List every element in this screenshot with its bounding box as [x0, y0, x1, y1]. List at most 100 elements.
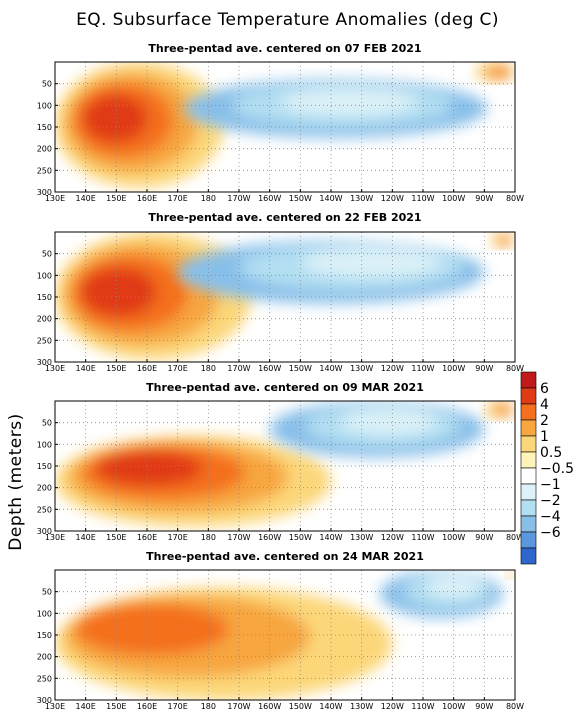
- x-tick-label: 140W: [319, 533, 342, 542]
- colorbar-label: 2: [540, 413, 549, 429]
- x-tick-label: 150W: [289, 533, 312, 542]
- colorbar-label: −0.5: [540, 461, 574, 477]
- panel-2: Three-pentad ave. centered on 22 FEB 202…: [37, 211, 524, 373]
- colorbar-swatch: [520, 435, 537, 453]
- x-tick-label: 160E: [137, 533, 157, 542]
- x-tick-label: 170E: [168, 364, 188, 373]
- x-tick-label: 160W: [258, 194, 281, 203]
- warm-anomaly-region: [505, 570, 515, 579]
- contour-band: [96, 450, 203, 486]
- x-tick-label: 130W: [350, 533, 373, 542]
- y-tick-label: 200: [37, 653, 52, 662]
- panel-1: Three-pentad ave. centered on 07 FEB 202…: [37, 42, 524, 203]
- contour-band: [80, 267, 157, 317]
- x-tick-label: 160W: [258, 364, 281, 373]
- contour-band: [491, 68, 510, 77]
- x-tick-label: 110W: [411, 533, 434, 542]
- x-tick-label: 90W: [475, 194, 493, 203]
- colorbar-swatch: [520, 371, 537, 389]
- x-tick-label: 90W: [475, 364, 493, 373]
- colorbar-label: −1: [540, 477, 561, 493]
- x-tick-label: 80W: [506, 533, 524, 542]
- panel-4: Three-pentad ave. centered on 24 MAR 202…: [37, 550, 524, 711]
- y-tick-label: 100: [37, 101, 52, 110]
- panel-3: Three-pentad ave. centered on 09 MAR 202…: [37, 381, 524, 542]
- colorbar-swatch: [520, 483, 537, 501]
- x-tick-label: 130E: [45, 533, 65, 542]
- contour-band: [82, 94, 148, 143]
- y-tick-label: 150: [37, 631, 52, 640]
- colorbar-label: 0.5: [540, 445, 562, 461]
- grid: [55, 570, 515, 700]
- colorbar-swatch: [520, 499, 537, 517]
- x-tick-label: 140W: [319, 194, 342, 203]
- x-tick-label: 160E: [137, 194, 157, 203]
- anomaly-field: [55, 232, 515, 362]
- x-tick-label: 140E: [76, 364, 96, 373]
- y-tick-label: 300: [37, 527, 52, 536]
- y-tick-label: 100: [37, 271, 52, 280]
- colorbar-swatch: [520, 531, 537, 549]
- x-tick-label: 160E: [137, 364, 157, 373]
- x-tick-label: 90W: [475, 702, 493, 711]
- x-tick-label: 150E: [106, 364, 126, 373]
- x-tick-label: 100W: [442, 533, 465, 542]
- contour-band: [280, 88, 418, 116]
- colorbar-label: −6: [540, 525, 561, 541]
- x-tick-label: 90W: [475, 533, 493, 542]
- warm-anomaly-region: [55, 587, 393, 700]
- x-tick-label: 170E: [168, 533, 188, 542]
- x-tick-label: 150W: [289, 364, 312, 373]
- anomaly-field: [55, 570, 515, 700]
- colorbar-swatch: [520, 403, 537, 421]
- x-tick-label: 150E: [106, 533, 126, 542]
- x-tick-label: 130E: [45, 364, 65, 373]
- x-tick-label: 170E: [168, 194, 188, 203]
- x-tick-label: 130E: [45, 702, 65, 711]
- y-tick-label: 100: [37, 440, 52, 449]
- x-tick-label: 120W: [381, 364, 404, 373]
- x-tick-label: 170W: [227, 364, 250, 373]
- cold-anomaly-region: [183, 79, 488, 138]
- y-tick-label: 50: [42, 419, 52, 428]
- x-tick-label: 140W: [319, 364, 342, 373]
- x-tick-label: 140E: [76, 702, 96, 711]
- grid: [55, 232, 515, 362]
- anomaly-field: [55, 401, 515, 531]
- x-tick-label: 140E: [76, 194, 96, 203]
- y-tick-label: 50: [42, 80, 52, 89]
- contour-band: [302, 248, 442, 277]
- x-tick-label: 140W: [319, 702, 342, 711]
- x-tick-label: 170E: [168, 702, 188, 711]
- panel-subtitle: Three-pentad ave. centered on 09 MAR 202…: [146, 381, 424, 394]
- x-tick-label: 100W: [442, 194, 465, 203]
- x-tick-label: 130W: [350, 702, 373, 711]
- y-tick-label: 200: [37, 484, 52, 493]
- x-tick-label: 160W: [258, 533, 281, 542]
- warm-anomaly-region: [490, 232, 515, 248]
- colorbar-swatch: [520, 515, 537, 533]
- warm-anomaly-region: [484, 401, 515, 419]
- colorbar-label: 6: [540, 381, 549, 397]
- x-tick-label: 120W: [381, 194, 404, 203]
- x-tick-label: 180: [201, 364, 216, 373]
- contour-band: [340, 409, 438, 435]
- y-tick-label: 250: [37, 166, 52, 175]
- panel-subtitle: Three-pentad ave. centered on 22 FEB 202…: [148, 211, 421, 224]
- x-tick-label: 80W: [506, 194, 524, 203]
- x-tick-label: 130W: [350, 364, 373, 373]
- colorbar-label: 4: [540, 397, 549, 413]
- x-tick-label: 130W: [350, 194, 373, 203]
- warm-anomaly-region: [55, 62, 224, 188]
- y-tick-label: 50: [42, 250, 52, 259]
- contour-band: [496, 405, 511, 414]
- y-tick-label: 150: [37, 123, 52, 132]
- contour-band: [509, 570, 514, 575]
- x-tick-label: 170W: [227, 533, 250, 542]
- figure-title: EQ. Subsurface Temperature Anomalies (de…: [76, 10, 499, 30]
- warm-anomaly-region: [475, 62, 515, 82]
- x-tick-label: 160W: [258, 702, 281, 711]
- colorbar-swatch: [520, 547, 537, 565]
